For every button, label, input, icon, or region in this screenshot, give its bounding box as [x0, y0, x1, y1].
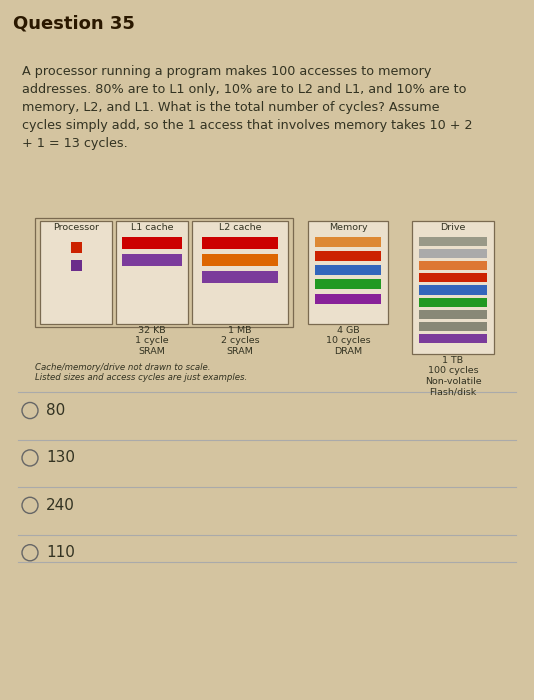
Bar [315, 293, 381, 304]
FancyBboxPatch shape [308, 221, 388, 324]
FancyBboxPatch shape [116, 221, 188, 324]
Text: Listed sizes and access cycles are just examples.: Listed sizes and access cycles are just … [35, 373, 247, 382]
Text: cycles simply add, so the 1 access that involves memory takes 10 + 2: cycles simply add, so the 1 access that … [22, 119, 473, 132]
Text: 240: 240 [46, 498, 75, 513]
Bar [419, 334, 486, 343]
Text: Question 35: Question 35 [13, 14, 135, 32]
Bar [315, 237, 381, 247]
Bar [315, 251, 381, 261]
Bar [202, 254, 278, 266]
Bar [419, 286, 486, 295]
Text: memory, L2, and L1. What is the total number of cycles? Assume: memory, L2, and L1. What is the total nu… [22, 101, 439, 114]
Text: addresses. 80% are to L1 only, 10% are to L2 and L1, and 10% are to: addresses. 80% are to L1 only, 10% are t… [22, 83, 467, 96]
Text: 32 KB
1 cycle
SRAM: 32 KB 1 cycle SRAM [135, 326, 169, 356]
FancyBboxPatch shape [192, 221, 288, 324]
Text: 110: 110 [46, 545, 75, 560]
Text: 130: 130 [46, 450, 75, 466]
Bar [122, 254, 182, 266]
Text: A processor running a program makes 100 accesses to memory: A processor running a program makes 100 … [22, 64, 431, 78]
Bar [419, 261, 486, 270]
Bar [419, 322, 486, 331]
Text: Processor: Processor [53, 223, 99, 232]
Text: 1 MB
2 cycles
SRAM: 1 MB 2 cycles SRAM [221, 326, 260, 356]
Bar [419, 249, 486, 258]
Bar [315, 279, 381, 290]
Text: L1 cache: L1 cache [131, 223, 173, 232]
Text: 80: 80 [46, 403, 65, 418]
Text: Cache/memory/drive not drawn to scale.: Cache/memory/drive not drawn to scale. [35, 363, 210, 372]
Text: 1 TB
100 cycles
Non-volatile
Flash/disk: 1 TB 100 cycles Non-volatile Flash/disk [425, 356, 481, 396]
Bar [315, 265, 381, 275]
Bar [419, 309, 486, 318]
FancyBboxPatch shape [40, 221, 112, 324]
FancyBboxPatch shape [412, 221, 494, 354]
Bar [70, 242, 82, 253]
Bar [419, 274, 486, 282]
Bar [419, 237, 486, 246]
Bar [419, 298, 486, 307]
Bar [202, 237, 278, 249]
Bar [202, 272, 278, 284]
Bar [70, 260, 82, 272]
Text: + 1 = 13 cycles.: + 1 = 13 cycles. [22, 137, 128, 150]
Text: 4 GB
10 cycles
DRAM: 4 GB 10 cycles DRAM [326, 326, 370, 356]
Bar [122, 237, 182, 249]
Text: Memory: Memory [329, 223, 367, 232]
Text: L2 cache: L2 cache [219, 223, 261, 232]
Text: Drive: Drive [441, 223, 466, 232]
